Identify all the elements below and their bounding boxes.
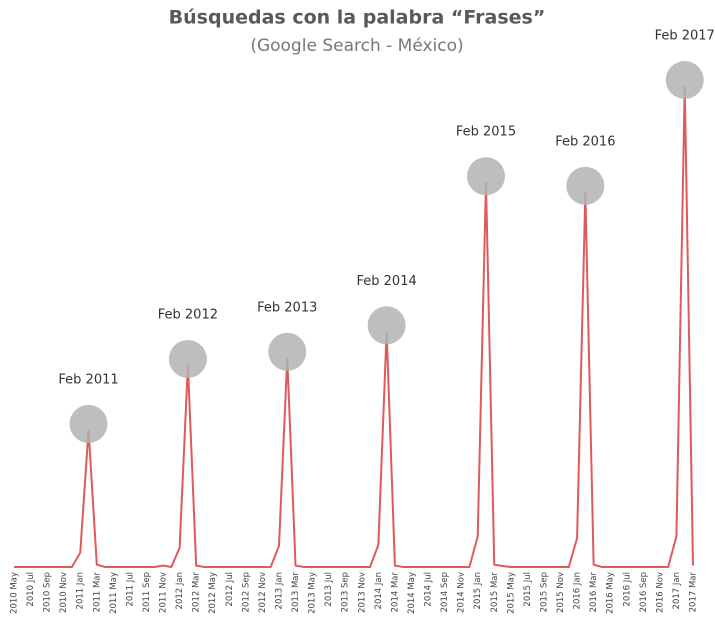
peak-marker (69, 404, 108, 443)
x-tick-label: 2010 May (10, 572, 20, 614)
x-tick-label: 2012 May (208, 572, 218, 614)
x-tick-label: 2016 Mar (589, 571, 599, 612)
x-tick-label: 2015 Jul (523, 572, 533, 607)
x-tick-label: 2011 Nov (159, 572, 169, 613)
x-tick-label: 2012 Sep (241, 572, 251, 612)
x-tick-label: 2012 Jul (225, 572, 235, 607)
x-tick-label: 2017 Mar (689, 571, 699, 612)
x-tick-label: 2015 Sep (539, 572, 549, 612)
x-tick-label: 2013 Jan (274, 572, 284, 609)
peak-marker (168, 339, 207, 378)
x-tick-label: 2014 Sep (440, 572, 450, 612)
x-tick-label: 2015 Jan (473, 572, 483, 609)
chart-title: Búsquedas con la palabra “Frases” (169, 7, 546, 29)
x-tick-label: 2015 Nov (556, 572, 566, 613)
x-tick-label: 2015 Mar (490, 571, 500, 612)
peak-marker (466, 157, 505, 196)
x-tick-label: 2011 Jul (125, 572, 135, 607)
x-tick-label: 2011 May (109, 572, 119, 614)
x-tick-label: 2011 Mar (92, 571, 102, 612)
x-tick-label: 2011 Jan (76, 572, 86, 609)
x-tick-label: 2012 Mar (192, 571, 202, 612)
annotation: Feb 2015 (456, 125, 516, 140)
peak-marker (665, 61, 704, 99)
annotation: Feb 2016 (555, 134, 615, 149)
x-tick-label: 2017 Jan (672, 572, 682, 609)
x-tick-label: 2014 May (407, 572, 417, 614)
line (14, 85, 694, 569)
annotation: Feb 2017 (655, 29, 715, 44)
x-tick-label: 2010 Jul (26, 572, 36, 607)
annotation: Feb 2013 (257, 300, 317, 315)
x-tick-label: 2014 Jul (424, 572, 434, 607)
x-tick-label: 2016 Jul (622, 572, 632, 607)
x-tick-label: 2014 Jan (374, 572, 384, 609)
x-tick-label: 2016 Nov (655, 572, 665, 613)
x-tick-label: 2014 Nov (457, 572, 467, 613)
x-tick-label: 2016 Jan (573, 572, 583, 609)
x-tick-label: 2015 May (506, 572, 516, 614)
x-tick-label: 2016 May (606, 572, 616, 614)
x-tick-label: 2012 Nov (258, 572, 268, 613)
chart-subtitle: (Google Search - México) (250, 36, 463, 56)
annotation: Feb 2014 (357, 274, 417, 289)
x-tick-label: 2013 May (308, 572, 318, 614)
x-tick-label: 2013 Sep (341, 572, 351, 612)
x-tick-label: 2016 Sep (639, 572, 649, 612)
x-tick-label: 2013 Jul (324, 572, 334, 607)
annotation: Feb 2011 (58, 372, 118, 387)
x-tick-label: 2013 Mar (291, 571, 301, 612)
x-tick-label: 2010 Nov (59, 572, 69, 613)
peak-marker (268, 332, 307, 371)
x-tick-label: 2013 Nov (357, 572, 367, 613)
x-tick-label: 2014 Mar (390, 571, 400, 612)
annotation: Feb 2012 (158, 307, 218, 322)
x-tick-label: 2012 Jan (175, 572, 185, 609)
x-tick-label: 2011 Sep (142, 572, 152, 612)
x-tick-label: 2010 Sep (43, 572, 53, 612)
peak-marker (367, 306, 406, 345)
peak-marker (566, 166, 605, 205)
